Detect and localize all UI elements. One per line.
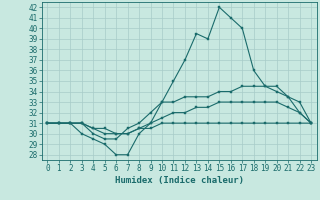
X-axis label: Humidex (Indice chaleur): Humidex (Indice chaleur) xyxy=(115,176,244,185)
